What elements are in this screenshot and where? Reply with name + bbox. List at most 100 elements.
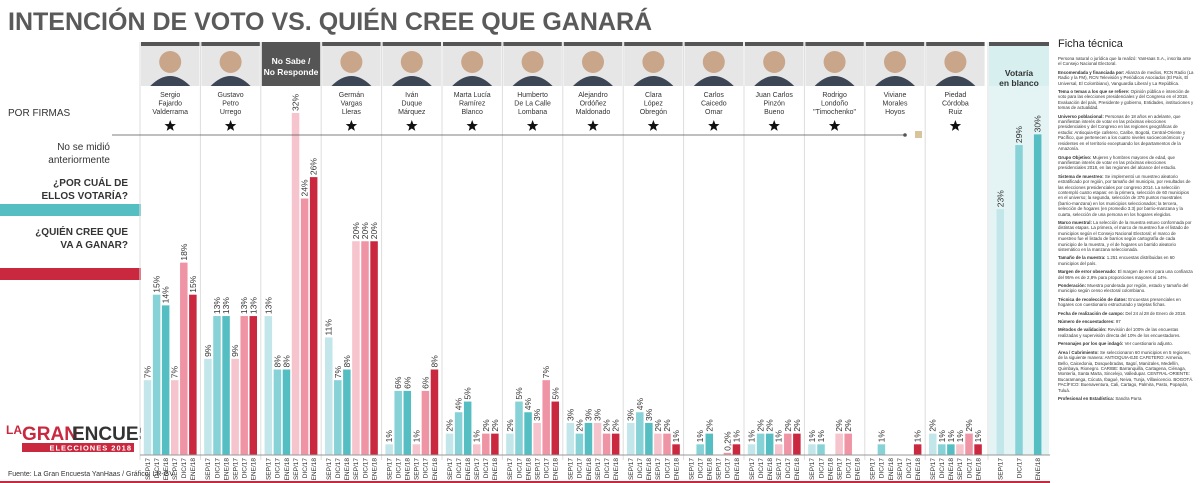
bar [309, 177, 318, 455]
candidate-group: Rodrigo Londoño"Timochenko" SEP/17 1% DIC/17… [803, 42, 864, 480]
value-label: 13% [248, 297, 258, 314]
value-label: 2% [834, 419, 844, 432]
ficha-key: Marco muestral: [1058, 219, 1092, 225]
x-tick-label: DIC/17 [1016, 458, 1023, 479]
x-tick-label: ENE/18 [311, 458, 318, 481]
por-firmas-star [164, 120, 176, 131]
bar [996, 209, 1005, 455]
photo-body [391, 76, 432, 86]
x-tick-label: DIC/17 [275, 458, 282, 479]
x-tick-label: ENE/18 [673, 458, 680, 481]
candidate-name: Bueno [764, 109, 784, 116]
candidate-name: Ramírez [459, 101, 486, 108]
photo-head [400, 51, 423, 73]
x-tick-label: SEP/17 [568, 458, 575, 480]
value-label: 3% [565, 408, 575, 421]
x-tick-label: ENE/18 [284, 458, 291, 481]
candidate-name: No Responde [264, 67, 319, 77]
column-bg [684, 42, 743, 455]
ficha-key: Métodos de validación: [1058, 327, 1107, 333]
x-tick-label: DIC/17 [846, 458, 853, 479]
x-tick-label: ENE/18 [251, 458, 258, 481]
bar [472, 444, 481, 455]
x-tick-label: DIC/17 [154, 458, 161, 479]
value-label: 2% [505, 419, 515, 432]
value-label: 2% [783, 419, 793, 432]
candidate-name: Londoño [821, 101, 848, 108]
value-label: 2% [662, 419, 672, 432]
bar [774, 444, 783, 455]
photo-body [754, 76, 795, 86]
bar [947, 444, 955, 455]
bar [877, 444, 886, 455]
ficha-item: Fecha de realización de campo: Del 24 al… [1058, 311, 1194, 316]
firmas-label: POR FIRMAS [8, 108, 71, 119]
bar [482, 433, 490, 455]
value-label: 1% [384, 430, 394, 443]
photo-head [884, 51, 906, 73]
photo-head [461, 51, 484, 73]
x-tick-label: DIC/17 [456, 458, 463, 479]
x-tick-label: SEP/17 [749, 458, 756, 480]
logo-la: LA [6, 423, 22, 437]
bar [784, 433, 792, 455]
x-tick-label: ENE/18 [948, 458, 955, 481]
x-tick-label: DIC/17 [664, 458, 671, 479]
candidate-name: Ruiz [948, 109, 963, 116]
photo-head [702, 51, 725, 73]
candidate-name: Marta Lucía [454, 92, 491, 99]
ficha-text: Persona natural o jurídica que la realiz… [1058, 56, 1192, 67]
x-tick-label: SEP/17 [957, 458, 964, 480]
value-label: 24% [300, 179, 310, 196]
value-label: 5% [550, 387, 560, 400]
bar [593, 422, 602, 455]
x-tick-label: ENE/18 [553, 458, 560, 481]
ficha-key: Técnica de recolección de datos: [1058, 296, 1128, 302]
ficha-item: Marco muestral: La selección de la muest… [1058, 220, 1194, 252]
x-tick-label: DIC/17 [939, 458, 946, 479]
ficha-item: Ponderación: Muestra ponderada por regió… [1058, 283, 1194, 294]
value-label: 13% [221, 297, 231, 314]
x-tick-label: ENE/18 [190, 458, 197, 481]
header-top [261, 42, 321, 46]
column-bg [443, 42, 502, 455]
x-tick-label: ENE/18 [707, 458, 714, 481]
bar [189, 294, 197, 455]
ficha-items: Persona natural o jurídica que la realiz… [1058, 56, 1194, 401]
ficha-text: El margen de error para una confianza de… [1058, 269, 1193, 280]
x-tick-label: SEP/17 [776, 458, 783, 480]
por-firmas-star [406, 120, 418, 131]
header-top [141, 42, 200, 46]
ficha-text: 1.251 encuestas distribuidas en 60 munic… [1058, 255, 1175, 266]
photo-head [521, 51, 544, 73]
x-tick-label: SEP/17 [628, 458, 635, 480]
ficha-text: Personas de 18 años en adelante, que man… [1058, 113, 1186, 152]
x-tick-label: ENE/18 [888, 458, 895, 481]
value-label: 11% [324, 319, 334, 336]
candidate-name: Votaría [1005, 68, 1033, 78]
por-firmas-star [828, 120, 841, 131]
value-label: 4% [635, 398, 645, 411]
candidate-name: Rodrigo [822, 92, 847, 99]
x-tick-label: ENE/18 [223, 458, 230, 481]
ficha-key: Grupo Objetivo: [1058, 154, 1092, 160]
ficha-text: Opinión pública e intención de voto para… [1058, 89, 1194, 111]
candidate-name: Omar [705, 109, 723, 116]
photo-head [582, 51, 604, 73]
x-tick-label: ENE/18 [163, 458, 170, 481]
ficha-tecnica: Ficha técnica Persona natural o jurídica… [1058, 30, 1194, 480]
value-label: 2% [928, 419, 938, 432]
candidate-name: Gustavo [218, 92, 244, 99]
value-label: 6% [420, 376, 430, 389]
value-label: 20% [360, 222, 370, 239]
bar [793, 433, 801, 455]
header-top [926, 42, 985, 46]
column-bg [745, 42, 804, 455]
bar [152, 294, 161, 455]
header-top [805, 42, 864, 46]
photo-body [512, 76, 553, 86]
column-bg [805, 42, 864, 455]
